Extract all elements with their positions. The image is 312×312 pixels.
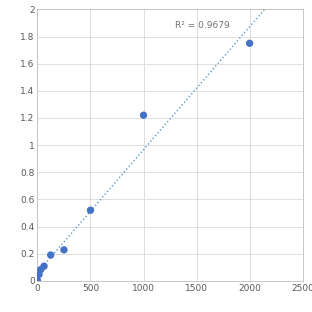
- Text: R² = 0.9679: R² = 0.9679: [175, 21, 230, 30]
- Point: [37, 272, 41, 277]
- Point: [61, 247, 66, 252]
- Point: [247, 41, 252, 46]
- Point: [41, 264, 46, 269]
- Point: [88, 208, 93, 213]
- Point: [48, 252, 53, 257]
- Point: [38, 267, 43, 272]
- Point: [141, 113, 146, 118]
- Point: [35, 278, 40, 283]
